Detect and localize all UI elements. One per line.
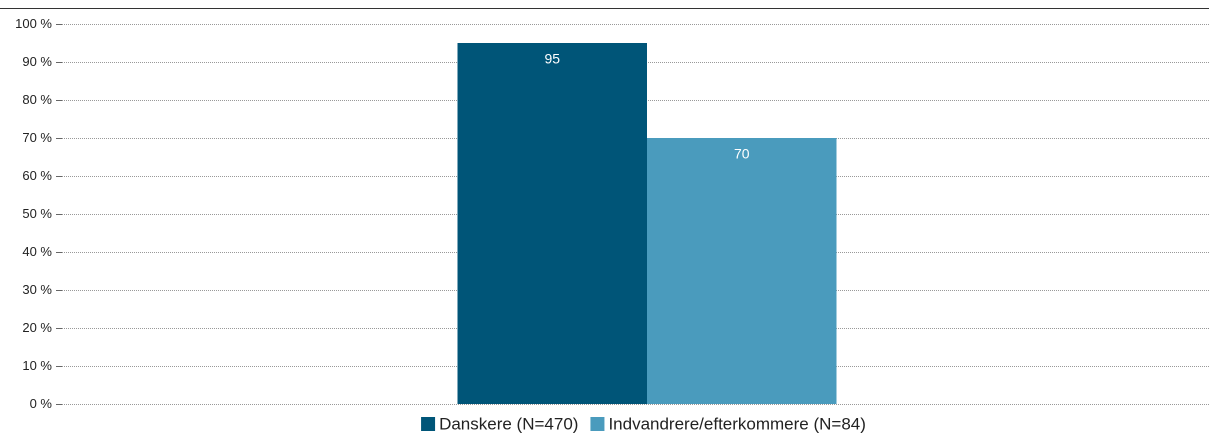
y-tick-label: 50 % <box>22 206 52 221</box>
legend-swatch <box>421 417 436 431</box>
data-label: 70 <box>734 146 750 162</box>
data-label: 95 <box>544 51 560 67</box>
bar <box>647 138 837 404</box>
y-tick-label: 10 % <box>22 358 52 373</box>
legend-swatch <box>590 417 605 431</box>
legend-label: Indvandrere/efterkommere (N=84) <box>608 414 865 433</box>
y-tick-label: 90 % <box>22 54 52 69</box>
bar <box>457 43 647 404</box>
y-tick-label: 40 % <box>22 244 52 259</box>
y-tick-label: 30 % <box>22 282 52 297</box>
y-tick-label: 60 % <box>22 168 52 183</box>
legend-label: Danskere (N=470) <box>439 414 578 433</box>
y-tick-label: 70 % <box>22 130 52 145</box>
y-tick-label: 80 % <box>22 92 52 107</box>
y-tick-label: 0 % <box>30 396 53 411</box>
y-tick-label: 100 % <box>15 16 52 31</box>
y-tick-label: 20 % <box>22 320 52 335</box>
